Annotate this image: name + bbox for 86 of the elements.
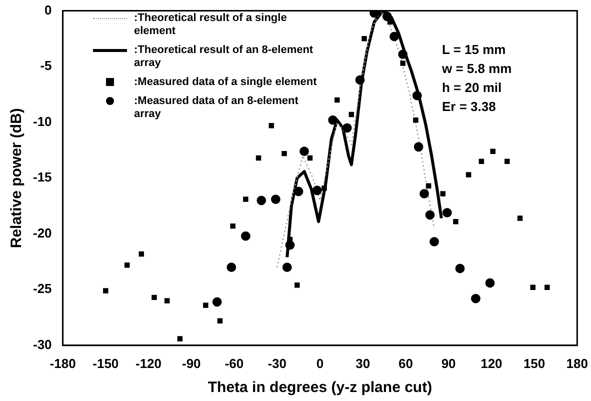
y-tick-label: -30	[32, 336, 52, 352]
y-tick-label: 0	[44, 2, 52, 18]
point	[490, 148, 496, 154]
point	[177, 336, 183, 342]
point	[322, 186, 327, 191]
point	[413, 117, 418, 123]
point	[471, 294, 480, 304]
x-tick-label: 90	[441, 356, 456, 371]
point	[412, 90, 422, 100]
x-tick-label: 150	[523, 356, 546, 371]
legend-label: :Measured data of an 8-element array	[134, 95, 300, 121]
point	[307, 155, 313, 161]
point	[425, 210, 435, 220]
point	[203, 302, 208, 308]
point	[294, 282, 300, 288]
point	[226, 262, 236, 272]
legend-label: :Theoretical result of an 8-element array	[134, 44, 314, 70]
x-tick-label: -90	[182, 356, 201, 371]
point	[138, 251, 144, 257]
annotation: L = 15 mm	[442, 41, 507, 59]
point	[414, 142, 424, 152]
point	[348, 112, 354, 118]
y-tick-label: -10	[32, 114, 52, 129]
point	[442, 208, 452, 218]
point	[544, 284, 550, 290]
x-tick-label: -60	[224, 356, 244, 371]
x-tick-label: -180	[50, 356, 76, 371]
y-tick-label: -15	[32, 170, 52, 185]
y-tick-label: -20	[32, 225, 52, 240]
point	[312, 186, 322, 196]
point	[164, 298, 170, 304]
y-axis-title: Relative power (dB)	[8, 108, 26, 248]
point	[103, 288, 108, 294]
point	[328, 115, 338, 125]
point	[217, 318, 223, 324]
point	[282, 150, 287, 156]
point	[294, 186, 304, 196]
point	[256, 196, 266, 206]
point	[478, 158, 484, 164]
point	[398, 50, 408, 59]
point	[243, 196, 248, 202]
x-tick-label: 0	[316, 356, 324, 371]
point	[440, 191, 446, 196]
x-tick-label: 180	[566, 356, 588, 371]
point	[362, 36, 367, 42]
point	[455, 264, 465, 274]
point	[282, 262, 292, 272]
point	[400, 60, 406, 66]
legend-label: :Theoretical result of a single element	[134, 12, 288, 38]
point	[342, 123, 352, 133]
point	[426, 183, 432, 189]
point	[382, 12, 392, 22]
x-tick-label: -120	[136, 356, 162, 371]
point	[240, 231, 250, 241]
point	[124, 262, 130, 268]
annotation: h = 20 mil	[442, 79, 503, 97]
point	[387, 19, 393, 25]
point	[268, 123, 274, 128]
point	[517, 216, 523, 221]
x-axis-title: Theta in degrees (y-z plane cut)	[208, 379, 432, 396]
point	[504, 158, 510, 164]
y-tick-label: -5	[40, 58, 52, 74]
point	[420, 189, 429, 198]
point	[152, 294, 157, 300]
point	[530, 284, 536, 290]
point	[430, 236, 439, 246]
x-tick-label: 60	[398, 356, 413, 371]
point	[230, 223, 236, 229]
point	[466, 172, 472, 178]
point	[270, 194, 280, 204]
y-tick-label: -25	[32, 281, 52, 296]
point	[453, 218, 458, 224]
point	[256, 155, 262, 161]
x-tick-label: -30	[268, 356, 287, 371]
point	[355, 75, 365, 85]
x-tick-label: -150	[92, 356, 119, 371]
x-tick-label: 120	[480, 356, 502, 371]
x-tick-label: 30	[356, 356, 370, 371]
annotation: w = 5.8 mm	[442, 60, 512, 78]
point	[485, 278, 495, 288]
annotation: Er = 3.38	[442, 98, 497, 116]
point	[212, 297, 222, 307]
point	[390, 32, 399, 42]
point	[300, 146, 309, 156]
point	[334, 97, 340, 103]
legend-label: :Measured data of a single element	[134, 76, 318, 89]
